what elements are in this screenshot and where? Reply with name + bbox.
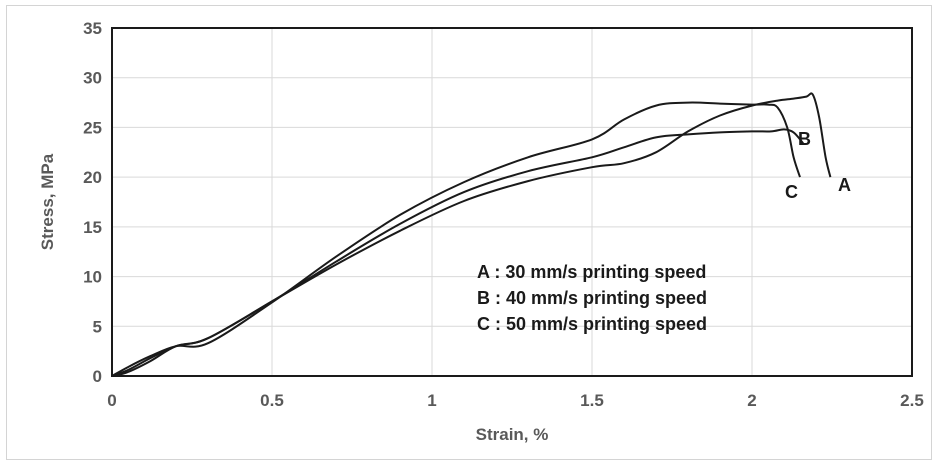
y-tick-label: 0 <box>93 367 102 386</box>
y-tick-label: 35 <box>83 19 102 38</box>
x-tick-label: 0.5 <box>260 391 284 410</box>
y-axis-title: Stress, MPa <box>38 153 57 250</box>
legend: A : 30 mm/s printing speed B : 40 mm/s p… <box>477 262 707 334</box>
y-tick-label: 15 <box>83 218 102 237</box>
curve-label-a: A <box>838 175 851 195</box>
y-tick-label: 5 <box>93 317 102 336</box>
curve-label-b: B <box>798 129 811 149</box>
x-tick-label: 1.5 <box>580 391 604 410</box>
x-tick-label: 1 <box>427 391 436 410</box>
x-tick-label: 2 <box>747 391 756 410</box>
y-tick-label: 30 <box>83 69 102 88</box>
y-tick-label: 10 <box>83 268 102 287</box>
y-tick-label: 20 <box>83 168 102 187</box>
plot-area-border <box>111 27 913 377</box>
series-line-c <box>111 101 801 377</box>
series-line-a <box>111 92 832 377</box>
y-tick-label: 25 <box>83 118 102 137</box>
series-line-b <box>111 128 804 377</box>
x-axis-title: Strain, % <box>476 425 549 444</box>
series-group <box>111 92 832 377</box>
x-tick-label: 0 <box>107 391 116 410</box>
legend-entry-c: C : 50 mm/s printing speed <box>477 314 707 334</box>
x-tick-label: 2.5 <box>900 391 924 410</box>
tick-labels: 0 5 10 15 20 25 30 35 0 0.5 1 1.5 2 2.5 <box>83 19 924 410</box>
legend-entry-a: A : 30 mm/s printing speed <box>477 262 706 282</box>
chart-frame <box>6 5 932 460</box>
grid <box>112 28 912 376</box>
curve-label-c: C <box>785 182 798 202</box>
legend-entry-b: B : 40 mm/s printing speed <box>477 288 707 308</box>
curve-labels: A B C <box>785 129 851 202</box>
